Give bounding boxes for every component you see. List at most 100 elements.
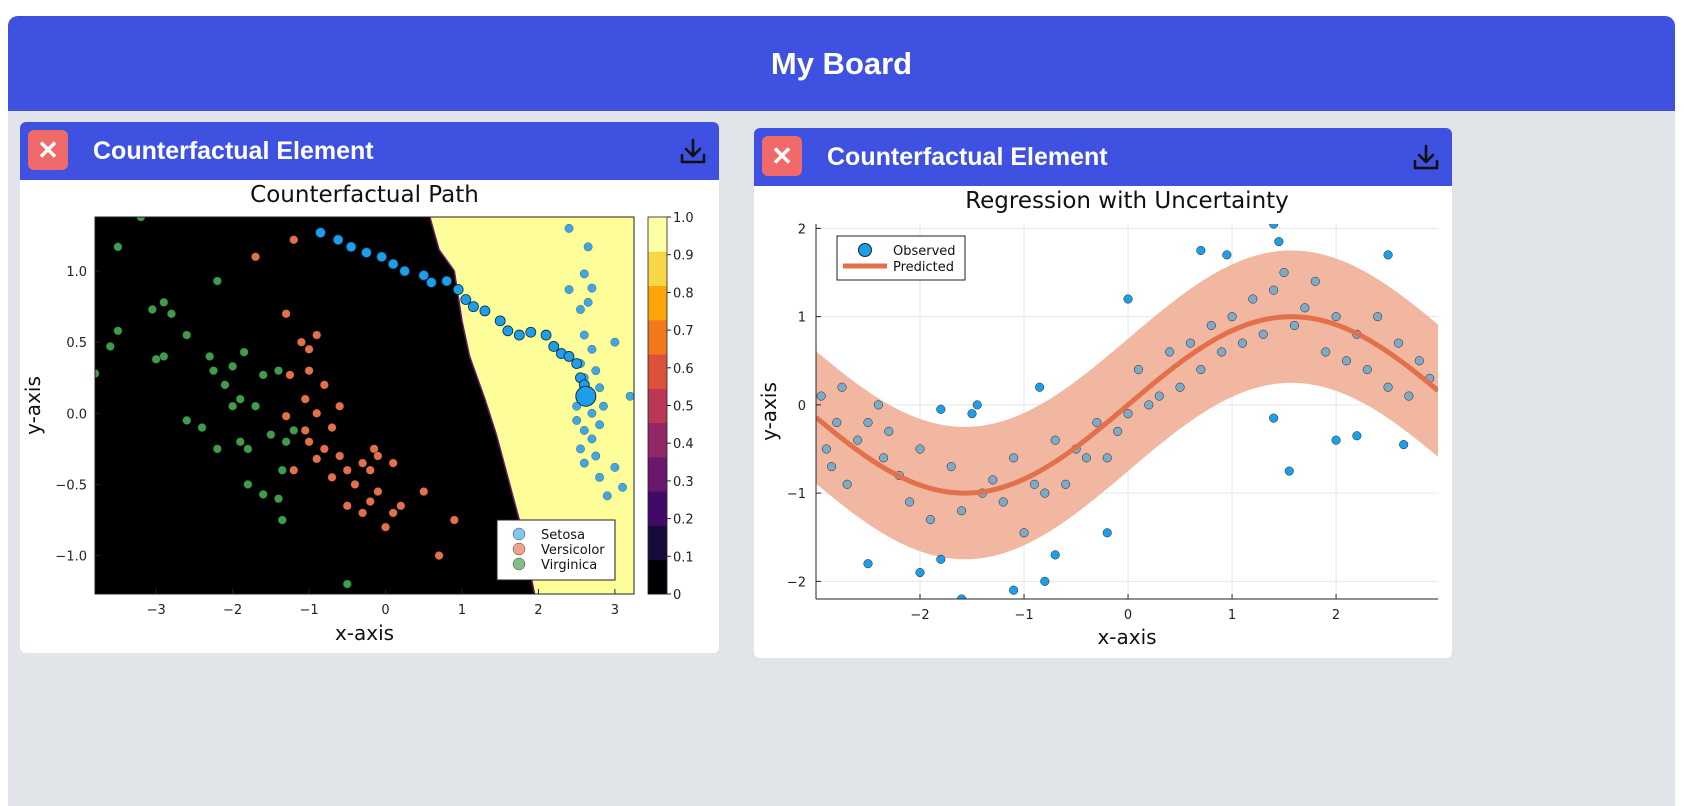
- data-point-setosa: [595, 420, 604, 430]
- colorbar-tick-label: 0.3: [673, 475, 694, 490]
- observed-point: [1227, 312, 1237, 322]
- y-tick-label: −1: [787, 487, 806, 502]
- card-header: ✕ Counterfactual Element: [754, 128, 1452, 186]
- observed-point: [842, 479, 852, 489]
- data-point-virginica: [274, 494, 283, 504]
- counterfactual-point: [479, 305, 491, 317]
- observed-point: [1133, 365, 1143, 375]
- x-tick-label: −2: [223, 603, 242, 618]
- data-point-versicolor: [342, 465, 352, 475]
- x-tick-label: 1: [458, 603, 466, 618]
- data-point-setosa: [579, 269, 589, 279]
- data-point-virginica: [220, 380, 230, 390]
- data-point-setosa: [587, 344, 597, 354]
- data-point-setosa: [572, 416, 582, 425]
- counterfactual-point: [468, 301, 479, 313]
- chart-title: Regression with Uncertainty: [965, 188, 1289, 214]
- data-point-setosa: [579, 458, 589, 468]
- legend-marker-virginica: [512, 557, 526, 571]
- data-point-versicolor: [312, 454, 322, 464]
- observed-point: [1237, 338, 1248, 348]
- observed-point: [1274, 237, 1284, 247]
- colorbar-tick-label: 0.5: [673, 400, 694, 415]
- legend-label-versicolor: Versicolor: [541, 543, 605, 558]
- data-point-virginica: [258, 370, 268, 380]
- data-point-virginica: [251, 401, 260, 411]
- observed-point: [1196, 245, 1206, 256]
- colorbar-segment: [648, 251, 667, 287]
- observed-point: [1185, 338, 1195, 348]
- data-point-virginica: [342, 579, 352, 589]
- data-point-versicolor: [381, 522, 390, 532]
- data-point-versicolor: [388, 508, 398, 518]
- download-button[interactable]: [1410, 141, 1442, 173]
- y-tick-label: −1.0: [55, 550, 87, 565]
- observed-point: [827, 462, 837, 472]
- observed-point: [1009, 585, 1019, 595]
- y-tick-label: −2: [787, 575, 806, 590]
- data-point-virginica: [274, 366, 283, 375]
- observed-point: [1040, 576, 1050, 586]
- colorbar-segment: [648, 559, 667, 595]
- data-point-versicolor: [449, 515, 459, 525]
- observed-point: [1399, 440, 1409, 450]
- decision-boundary: [429, 217, 536, 594]
- board-header: My Board: [8, 16, 1675, 111]
- x-tick-label: 0: [1124, 608, 1132, 623]
- colorbar-tick-label: 0.2: [673, 513, 694, 528]
- legend-label-predicted: Predicted: [893, 260, 954, 275]
- observed-point: [1154, 391, 1164, 401]
- data-point-versicolor: [320, 380, 329, 390]
- observed-point: [1102, 528, 1112, 538]
- observed-point: [1040, 488, 1050, 498]
- x-tick-label: −1: [299, 603, 318, 618]
- close-button[interactable]: ✕: [28, 130, 68, 170]
- data-point-versicolor: [281, 411, 291, 421]
- x-tick-label: −2: [910, 608, 929, 623]
- counterfactual-point: [563, 351, 575, 362]
- data-point-versicolor: [304, 437, 314, 447]
- data-point-virginica: [281, 437, 291, 447]
- legend-marker-versicolor: [512, 542, 526, 556]
- board: My Board ✕ Counterfactual Element Counte…: [8, 16, 1675, 806]
- legend-label-observed: Observed: [893, 244, 956, 259]
- board-title: My Board: [770, 45, 913, 81]
- colorbar-segment: [648, 319, 667, 355]
- observed-point: [1383, 382, 1393, 392]
- counterfactual-path-chart: Counterfactual Path −3 −2 −1 0 1 2 3 −1.0 −0.5 0.0…: [21, 182, 694, 645]
- observed-point: [1123, 409, 1133, 419]
- data-point-virginica: [243, 444, 253, 454]
- colorbar-tick-label: 0.6: [673, 362, 694, 377]
- counterfactual-end: [575, 385, 597, 407]
- y-tick-label: 0: [798, 399, 806, 414]
- data-point-virginica: [205, 352, 215, 361]
- download-icon: [1413, 144, 1439, 170]
- observed-point: [1113, 426, 1123, 436]
- observed-point: [1352, 431, 1362, 441]
- observed-point: [1289, 320, 1300, 331]
- colorbar-segment: [648, 456, 667, 492]
- data-point-setosa: [564, 285, 574, 294]
- observed-point: [1092, 417, 1102, 428]
- observed-point: [936, 554, 946, 564]
- observed-point: [1331, 435, 1341, 445]
- y-tick-label: 1: [798, 311, 806, 326]
- counterfactual-point: [332, 234, 344, 246]
- x-tick-label: 1: [1228, 608, 1236, 623]
- data-point-setosa: [587, 283, 597, 293]
- data-point-virginica: [243, 480, 253, 489]
- colorbar-tick-label: 0: [673, 588, 681, 603]
- counterfactual-point: [425, 277, 437, 288]
- data-point-versicolor: [365, 497, 375, 506]
- data-point-versicolor: [396, 501, 406, 511]
- counterfactual-point: [399, 265, 411, 277]
- download-button[interactable]: [677, 135, 709, 167]
- close-icon: ✕: [771, 140, 793, 171]
- close-button[interactable]: ✕: [762, 136, 802, 176]
- data-point-versicolor: [300, 394, 310, 404]
- y-tick-label: 0.5: [66, 336, 87, 351]
- colorbar-segment: [648, 354, 667, 389]
- observed-point: [1269, 224, 1279, 229]
- counterfactual-point: [540, 329, 552, 341]
- counterfactual-point: [376, 251, 388, 263]
